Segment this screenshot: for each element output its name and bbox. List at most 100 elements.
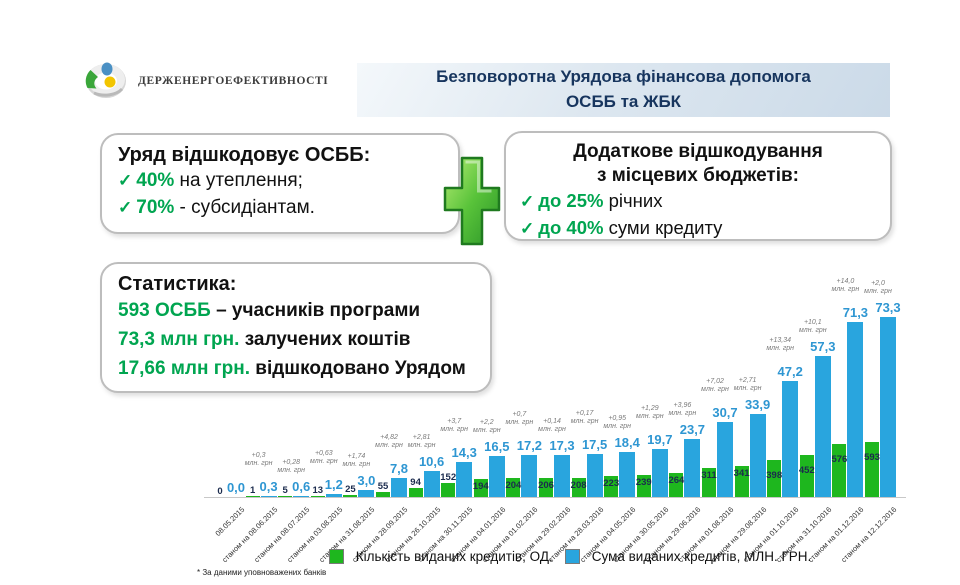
sum-bar [554, 454, 570, 497]
count-value-label: 398 [766, 470, 783, 482]
count-value-label: 13 [312, 484, 324, 496]
sum-value-label: 1,2 [324, 477, 343, 493]
count-value-label: 206 [538, 480, 554, 492]
sum-bar [423, 470, 440, 497]
checkmark-icon: ✓ [118, 171, 133, 190]
delta-annotation: +0,7 млн. грн [505, 410, 534, 426]
sum-value-label: 3,0 [357, 472, 376, 488]
count-bar [636, 475, 651, 497]
count-value-label: 208 [570, 479, 587, 491]
legend-swatch-sum [564, 549, 580, 564]
sum-value-label: 7,8 [389, 460, 409, 476]
delta-annotation: +0,28 млн. грн [277, 458, 306, 474]
sum-value-label: 23,7 [679, 421, 706, 437]
sum-bar [880, 317, 896, 497]
count-value-label: 452 [798, 465, 815, 477]
local-box-item: ✓ до 40% суми кредиту [520, 217, 723, 238]
count-bar [767, 460, 782, 497]
count-value-label: 152 [440, 472, 457, 484]
sum-value-label: 47,2 [777, 364, 803, 380]
count-bar [408, 488, 423, 497]
page-title-line1: Безповоротна Урядова фінансова допомога [436, 67, 811, 87]
chart-footnote: * За даними уповноважених банків [197, 568, 327, 577]
government-box-item: ✓ 40% на утеплення; [118, 170, 303, 191]
sum-bar [391, 477, 407, 497]
legend-label-sum: Сума виданих кредитів, МЛН. ГРН. [591, 549, 812, 564]
count-bar [376, 491, 390, 497]
count-value-label: 264 [668, 474, 685, 486]
count-bar [278, 496, 293, 497]
delta-annotation: +2,71 млн. грн [733, 376, 762, 392]
legend-swatch-count [328, 549, 344, 564]
count-value-label: 194 [472, 481, 489, 493]
statistics-heading: Статистика: [118, 273, 237, 295]
count-bar [506, 478, 521, 497]
delta-annotation: +4,82 млн. грн [375, 433, 403, 449]
sum-value-label: 33,9 [744, 396, 771, 412]
statistics-line: 593 ОСББ – учасників програми [118, 300, 421, 321]
delta-annotation: +10,1 млн. грн [798, 319, 827, 335]
count-bar [343, 494, 358, 497]
count-value-label: 55 [377, 480, 389, 492]
sum-value-label: 19,7 [647, 431, 673, 447]
delta-annotation: +1,29 млн. грн [635, 404, 664, 420]
sum-value-label: 57,3 [810, 339, 836, 355]
chart-legend: Кількість виданих кредитів, ОД. Сума вид… [215, 549, 925, 564]
count-bar [832, 444, 847, 497]
sum-bar [260, 495, 277, 497]
sum-bar [749, 413, 766, 497]
sum-value-label: 0,0 [226, 480, 246, 495]
count-bar [571, 477, 586, 497]
sum-value-label: 0,6 [292, 478, 311, 494]
logo: ДЕРЖЕНЕРГОЕФЕКТИВНОСТІ [84, 60, 328, 102]
count-bar [799, 455, 814, 497]
sum-value-label: 14,3 [451, 444, 477, 460]
sum-bar [293, 495, 310, 497]
count-value-label: 94 [410, 477, 421, 489]
count-value-label: 593 [864, 452, 880, 464]
count-bar [473, 479, 488, 497]
delta-annotation: +3,96 млн. грн [668, 401, 697, 417]
delta-annotation: +0,95 млн. грн [603, 414, 632, 430]
delta-annotation: +1,74 млн. грн [342, 452, 371, 468]
delta-annotation: +2,81 млн. грн [407, 433, 436, 449]
government-box-item: ✓ 70% - субсидіантам. [118, 197, 315, 218]
delta-annotation: +13,34 млн. грн [766, 337, 795, 353]
delta-annotation: +0,17 млн. грн [570, 410, 599, 426]
x-axis-line [204, 497, 906, 498]
count-bar [865, 442, 879, 497]
count-bar [441, 483, 456, 497]
energy-agency-sphere-icon [85, 62, 126, 98]
count-bar [734, 465, 749, 497]
sum-bar [684, 438, 701, 497]
count-bar [539, 478, 553, 497]
sum-bar [456, 461, 473, 497]
checkmark-icon: ✓ [520, 219, 535, 238]
sum-value-label: 10,6 [418, 453, 445, 469]
sum-bar [325, 494, 342, 497]
local-box-item: ✓ до 25% річних [520, 190, 663, 211]
sum-bar [521, 454, 538, 497]
count-value-label: 576 [831, 454, 848, 465]
delta-annotation: +0,3 млн. грн [244, 451, 273, 467]
sum-value-label: 17,2 [516, 437, 543, 453]
count-bar [310, 495, 325, 497]
count-bar [604, 476, 619, 497]
count-value-label: 341 [733, 467, 750, 479]
sum-bar [814, 356, 831, 497]
sum-bar [586, 454, 603, 497]
logo-text: ДЕРЖЕНЕРГОЕФЕКТИВНОСТІ [138, 75, 329, 87]
delta-annotation: +7,02 млн. грн [701, 377, 729, 393]
page-title: Безповоротна Урядова фінансова допомога … [357, 63, 890, 117]
count-value-label: 5 [282, 485, 288, 496]
sum-bar [651, 448, 668, 497]
sum-bar [619, 451, 636, 497]
sum-bar [847, 321, 864, 497]
delta-annotation: +3,7 млн. грн [440, 417, 469, 433]
delta-annotation: +0,63 млн. грн [309, 450, 338, 466]
page-title-line2: ОСББ та ЖБК [565, 92, 682, 111]
sum-bar [717, 421, 733, 497]
count-value-label: 0 [217, 486, 223, 497]
sum-value-label: 17,5 [581, 437, 608, 453]
